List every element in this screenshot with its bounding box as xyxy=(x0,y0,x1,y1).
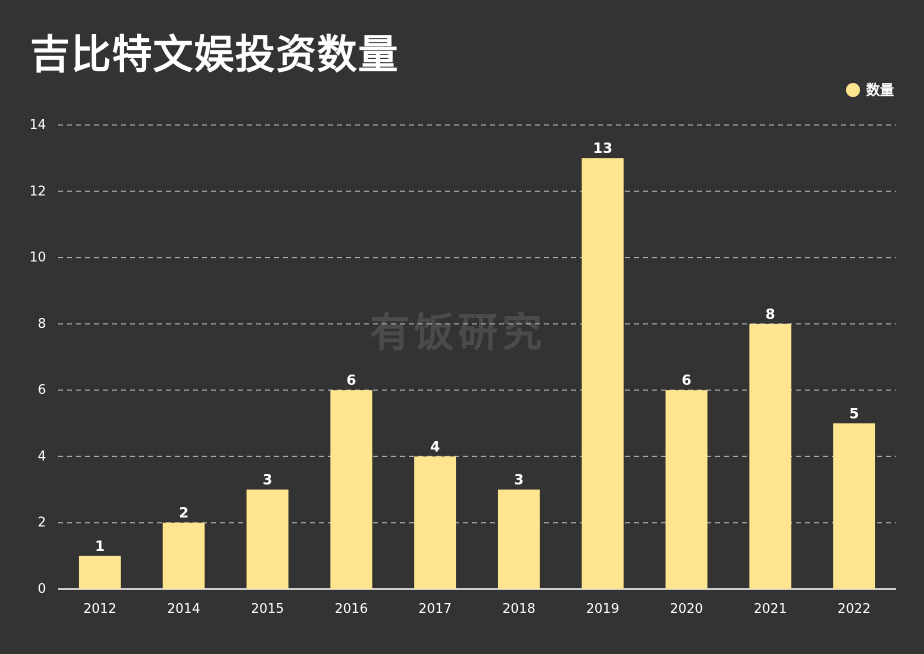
watermark: 有饭研究 xyxy=(370,310,546,356)
data-label: 6 xyxy=(346,373,356,389)
bar xyxy=(749,323,792,589)
y-tick-label: 14 xyxy=(29,118,46,133)
y-tick-label: 6 xyxy=(38,383,46,398)
legend-swatch xyxy=(846,83,860,97)
bar xyxy=(581,158,624,589)
y-tick-label: 2 xyxy=(38,516,46,531)
y-tick-label: 4 xyxy=(38,449,46,464)
y-tick-label: 12 xyxy=(29,184,46,199)
data-label: 4 xyxy=(430,439,440,455)
y-tick-label: 0 xyxy=(38,582,46,597)
x-tick-label: 2017 xyxy=(419,602,452,617)
bar xyxy=(78,555,121,589)
bar xyxy=(330,390,373,589)
data-label: 2 xyxy=(179,506,189,522)
y-tick-label: 10 xyxy=(29,251,46,266)
bar xyxy=(665,390,708,589)
legend-label: 数量 xyxy=(866,83,894,99)
data-label: 5 xyxy=(849,406,859,422)
x-tick-label: 2020 xyxy=(670,602,703,617)
data-label: 1 xyxy=(95,539,105,555)
data-label: 6 xyxy=(682,373,692,389)
data-label: 3 xyxy=(514,473,524,489)
x-tick-label: 2014 xyxy=(167,602,200,617)
data-label: 3 xyxy=(263,473,273,489)
chart-title: 吉比特文娱投资数量 xyxy=(30,32,399,78)
bar xyxy=(833,423,876,589)
x-tick-label: 2018 xyxy=(502,602,535,617)
y-tick-label: 8 xyxy=(38,317,46,332)
data-label: 8 xyxy=(765,307,775,323)
bar xyxy=(246,489,289,589)
data-label: 13 xyxy=(593,141,612,157)
x-tick-label: 2016 xyxy=(335,602,368,617)
x-tick-label: 2019 xyxy=(586,602,619,617)
bar xyxy=(414,456,457,589)
legend: 数量 xyxy=(846,80,894,100)
x-tick-label: 2022 xyxy=(838,602,871,617)
bar xyxy=(162,522,205,589)
x-tick-label: 2015 xyxy=(251,602,284,617)
x-tick-label: 2021 xyxy=(754,602,787,617)
bar xyxy=(497,489,540,589)
x-tick-label: 2012 xyxy=(83,602,116,617)
